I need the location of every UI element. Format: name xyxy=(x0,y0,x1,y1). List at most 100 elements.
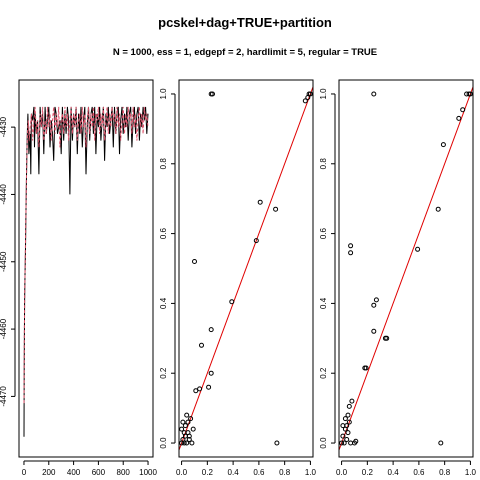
scatter-point xyxy=(346,403,352,409)
trace-plot-panel: 0 200 400 600 800 1000-4470-4460-4450-4440-44… xyxy=(0,79,157,477)
scatter-point xyxy=(184,440,190,446)
identity-reference-line xyxy=(339,86,473,451)
x-tick-label: 0.2 xyxy=(362,468,374,477)
y-axis: 0.0 0.2 0.4 0.6 0.8 1.0 xyxy=(159,88,176,449)
scatter-point xyxy=(348,243,354,249)
x-tick-label: 1000 xyxy=(139,468,157,477)
y-tick-label: 0.8 xyxy=(159,158,168,170)
scatter-point xyxy=(344,437,350,442)
scatter-point xyxy=(189,440,195,446)
identity-reference-line xyxy=(179,86,313,451)
trace-series-1 xyxy=(23,106,149,437)
scatter-point xyxy=(181,440,187,446)
y-tick-label: 0.4 xyxy=(319,297,328,309)
plot-frame xyxy=(338,79,474,458)
scatter-point xyxy=(344,423,350,429)
scatter-plot-panel-1: 0.0 0.2 0.4 0.6 0.8 1.0 0.0 0.2 0.4 0.6 0.8 1.0 xyxy=(159,79,317,477)
scatter-point xyxy=(345,412,351,418)
scatter-point xyxy=(179,426,185,432)
x-tick-label: 1.0 xyxy=(465,468,477,477)
scatter-point xyxy=(197,386,203,392)
scatter-point xyxy=(363,365,369,371)
scatter-point xyxy=(371,91,377,97)
y-tick-label: 0.8 xyxy=(319,158,328,170)
x-tick-label: 0.0 xyxy=(176,468,188,477)
scatter-point xyxy=(438,440,444,446)
plot-frame xyxy=(18,79,154,458)
x-tick-label: 0.8 xyxy=(279,468,291,477)
scatter-point xyxy=(184,412,190,418)
scatter-point xyxy=(185,419,191,425)
x-tick-label: 1.0 xyxy=(305,468,317,477)
plot-area xyxy=(339,86,473,451)
plot-area xyxy=(179,86,313,451)
y-tick-label: -4460 xyxy=(0,318,8,339)
y-tick-label: 0.2 xyxy=(159,367,168,379)
scatter-point xyxy=(353,438,359,444)
y-tick-label: 1.0 xyxy=(319,88,328,100)
x-tick-label: 0.4 xyxy=(388,468,400,477)
scatter-point xyxy=(190,426,196,432)
scatter-point xyxy=(192,259,197,264)
scatter-point xyxy=(440,142,446,148)
y-tick-label: -4450 xyxy=(0,251,8,272)
scatter-point xyxy=(342,416,348,422)
scatter-point xyxy=(348,250,354,256)
y-tick-label: 0.4 xyxy=(159,297,168,309)
scatter-point xyxy=(341,440,347,446)
x-tick-label: 0.6 xyxy=(413,468,425,477)
y-tick-label: 0.0 xyxy=(159,437,168,449)
figure-subtitle: N = 1000, ess = 1, edgepf = 2, hardlimit… xyxy=(113,47,377,58)
x-tick-label: 0.0 xyxy=(336,468,348,477)
scatter-point xyxy=(456,115,462,121)
scatter-point xyxy=(349,398,355,404)
scatter-plot-panel-2: 0.0 0.2 0.4 0.6 0.8 1.0 0.0 0.2 0.4 0.6 0.8 1.0 xyxy=(319,79,477,477)
scatter-point xyxy=(208,327,214,333)
x-axis: 0 200 400 600 800 1000 xyxy=(22,460,157,477)
figure-title: pcskel+dag+TRUE+partition xyxy=(158,15,332,30)
x-tick-label: 0.4 xyxy=(228,468,240,477)
scatter-point xyxy=(273,206,279,212)
y-tick-label: 0.0 xyxy=(319,437,328,449)
y-axis: -4470 -4460 -4450 -4440 -4430 xyxy=(0,116,16,407)
scatter-point xyxy=(302,98,308,104)
scatter-point xyxy=(345,430,351,436)
scatter-point xyxy=(307,91,313,97)
scatter-point xyxy=(435,206,441,212)
y-tick-label: 0.2 xyxy=(319,367,328,379)
plot-area xyxy=(23,106,149,437)
x-tick-label: 0 xyxy=(22,468,27,477)
scatter-point xyxy=(373,297,379,303)
scatter-point xyxy=(180,419,186,425)
x-tick-label: 800 xyxy=(117,468,131,477)
scatter-point xyxy=(229,299,235,305)
scatter-point xyxy=(188,416,194,422)
scatter-point xyxy=(339,440,345,446)
scatter-point xyxy=(193,388,199,394)
scatter-point xyxy=(257,199,263,205)
scatter-point xyxy=(208,370,214,376)
scatter-point xyxy=(415,246,421,252)
scatter-point xyxy=(274,440,280,446)
scatter-point xyxy=(186,433,192,439)
scatter-point xyxy=(340,433,346,439)
x-tick-label: 0.2 xyxy=(202,468,214,477)
scatter-point xyxy=(208,91,214,97)
y-axis: 0.0 0.2 0.4 0.6 0.8 1.0 xyxy=(319,88,336,449)
plot-frame xyxy=(178,79,314,458)
scatter-point xyxy=(384,335,390,341)
scatter-point xyxy=(186,437,192,442)
y-tick-label: 1.0 xyxy=(159,88,168,100)
scatter-point xyxy=(371,328,377,334)
trace-series-2 xyxy=(23,106,149,404)
x-tick-label: 400 xyxy=(67,468,81,477)
scatter-point xyxy=(460,107,466,113)
x-tick-label: 0.8 xyxy=(439,468,451,477)
y-tick-label: -4470 xyxy=(0,386,8,407)
scatter-point xyxy=(182,423,188,429)
x-tick-label: 200 xyxy=(42,468,56,477)
x-tick-label: 600 xyxy=(92,468,106,477)
scatter-point xyxy=(346,419,352,425)
x-axis: 0.0 0.2 0.4 0.6 0.8 1.0 xyxy=(336,460,477,477)
